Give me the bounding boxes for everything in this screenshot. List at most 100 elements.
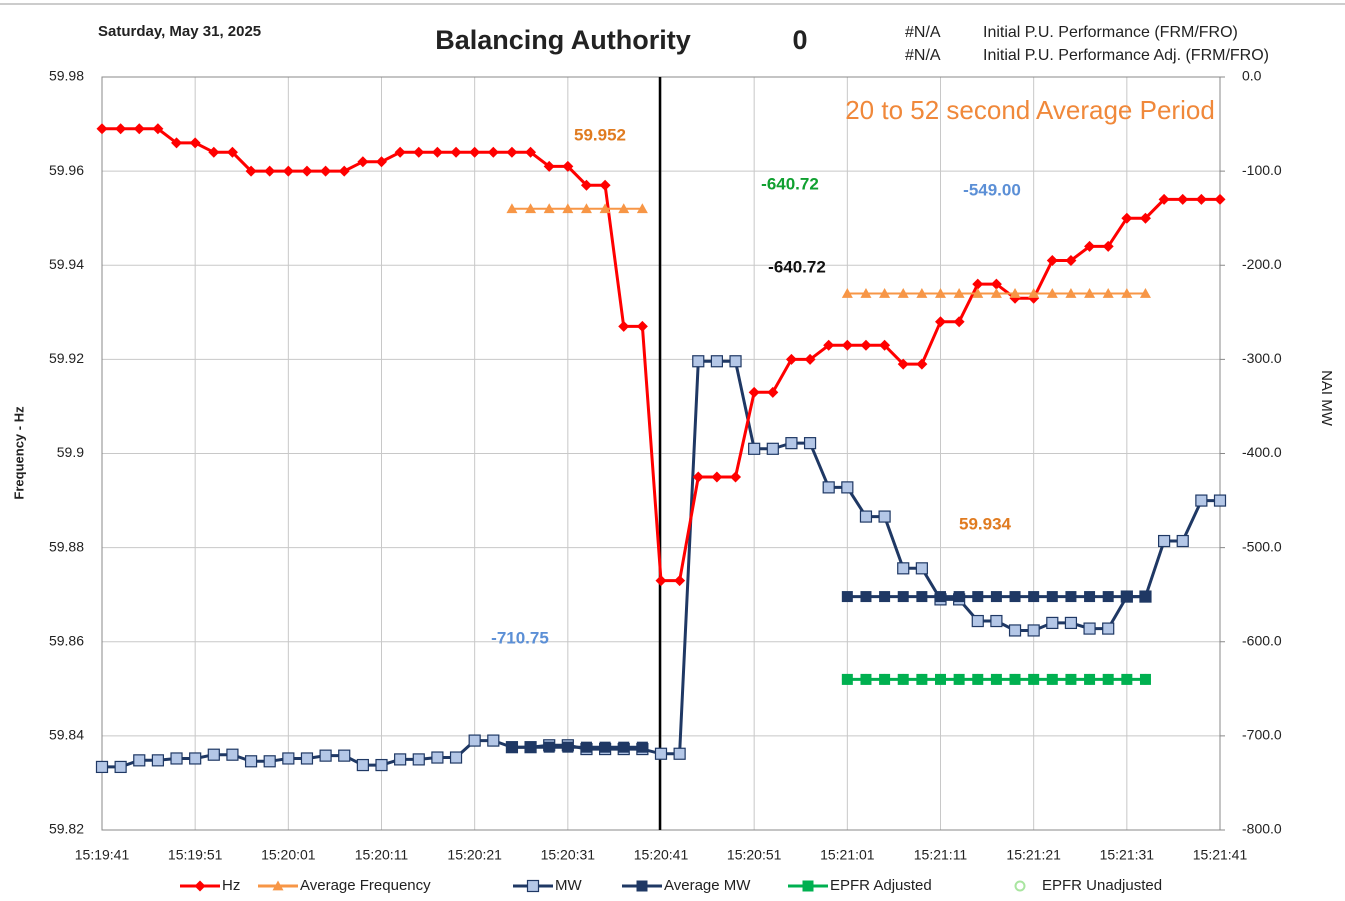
marker xyxy=(272,880,284,891)
marker xyxy=(916,673,928,685)
legend-label: Hz xyxy=(222,877,240,894)
marker xyxy=(990,278,1002,290)
marker xyxy=(264,165,276,177)
y2-tick-label: -200.0 xyxy=(1242,256,1282,272)
marker xyxy=(916,287,928,298)
marker xyxy=(394,146,406,158)
marker xyxy=(1102,673,1114,685)
marker xyxy=(654,747,668,760)
marker xyxy=(879,287,891,298)
marker xyxy=(562,741,574,753)
marker xyxy=(96,123,108,135)
marker xyxy=(338,749,351,762)
marker xyxy=(972,673,984,685)
y2-tick-label: -800.0 xyxy=(1242,821,1282,837)
marker xyxy=(1158,193,1170,205)
marker xyxy=(990,673,1002,685)
marker xyxy=(841,591,853,603)
marker xyxy=(916,591,928,603)
marker xyxy=(730,471,742,483)
marker xyxy=(935,316,946,328)
note-label: Initial P.U. Performance Adj. (FRM/FRO) xyxy=(983,47,1269,64)
marker xyxy=(804,353,816,365)
marker xyxy=(935,673,946,685)
marker xyxy=(990,287,1002,298)
annotation: 20 to 52 second Average Period xyxy=(845,95,1215,125)
marker xyxy=(1084,240,1096,252)
note-value: #N/A xyxy=(905,47,941,64)
marker xyxy=(338,165,350,177)
marker xyxy=(766,442,779,455)
marker xyxy=(525,741,537,753)
marker xyxy=(1139,673,1151,685)
legend-label: MW xyxy=(555,877,582,894)
series-line xyxy=(511,207,1146,295)
marker xyxy=(580,741,592,753)
marker xyxy=(1065,287,1077,298)
marker xyxy=(506,146,518,158)
date: Saturday, May 31, 2025 xyxy=(98,23,261,40)
marker xyxy=(748,386,760,398)
marker xyxy=(431,146,443,158)
y2-tick-label: -300.0 xyxy=(1242,350,1282,366)
marker xyxy=(450,146,462,158)
chart-title: Balancing Authority xyxy=(435,25,691,55)
x-tick-label: 15:20:11 xyxy=(355,847,409,863)
marker xyxy=(1065,255,1077,267)
marker xyxy=(506,203,518,214)
marker xyxy=(860,339,872,351)
marker xyxy=(599,741,611,753)
marker xyxy=(692,471,704,483)
marker xyxy=(1046,591,1058,603)
marker xyxy=(1121,591,1133,603)
y-tick-label: 59.86 xyxy=(49,632,84,648)
legend-label: EPFR Unadjusted xyxy=(1042,877,1162,894)
marker xyxy=(152,123,164,135)
marker xyxy=(636,880,648,892)
y-tick-label: 59.96 xyxy=(49,162,84,178)
marker xyxy=(972,591,984,603)
marker xyxy=(226,748,239,761)
marker xyxy=(953,591,965,603)
x-tick-label: 15:21:01 xyxy=(820,847,875,863)
marker xyxy=(785,437,798,450)
marker xyxy=(431,751,444,764)
marker xyxy=(897,358,909,370)
marker xyxy=(748,442,761,455)
marker xyxy=(543,203,555,214)
y-axis-title: Frequency - Hz xyxy=(11,406,26,500)
marker xyxy=(244,755,258,768)
marker xyxy=(1084,591,1096,603)
annotation: -640.72 xyxy=(768,257,826,276)
marker xyxy=(394,753,407,766)
x-tick-label: 15:21:21 xyxy=(1006,847,1061,863)
marker xyxy=(953,316,965,328)
series xyxy=(506,591,1151,753)
marker xyxy=(636,741,648,753)
marker xyxy=(525,146,537,158)
legend-label: Average Frequency xyxy=(300,877,431,894)
marker xyxy=(413,146,425,158)
marker xyxy=(95,760,109,774)
y-tick-label: 59.84 xyxy=(49,727,84,743)
y2-axis-title: NAI MW xyxy=(1318,370,1335,427)
marker xyxy=(841,339,853,351)
marker xyxy=(822,481,835,494)
marker xyxy=(897,673,909,685)
marker xyxy=(618,320,630,332)
marker xyxy=(1139,287,1151,298)
y-tick-label: 59.98 xyxy=(49,68,84,84)
marker xyxy=(194,880,206,892)
y-tick-label: 59.82 xyxy=(49,821,84,837)
marker xyxy=(972,287,984,298)
x-tick-label: 15:20:21 xyxy=(447,847,502,863)
marker xyxy=(449,751,463,764)
series xyxy=(506,203,1151,298)
marker xyxy=(506,741,518,753)
marker xyxy=(1139,212,1151,224)
y-tick-label: 59.9 xyxy=(57,444,84,460)
marker xyxy=(636,203,648,214)
marker xyxy=(802,880,814,892)
marker xyxy=(879,591,891,603)
